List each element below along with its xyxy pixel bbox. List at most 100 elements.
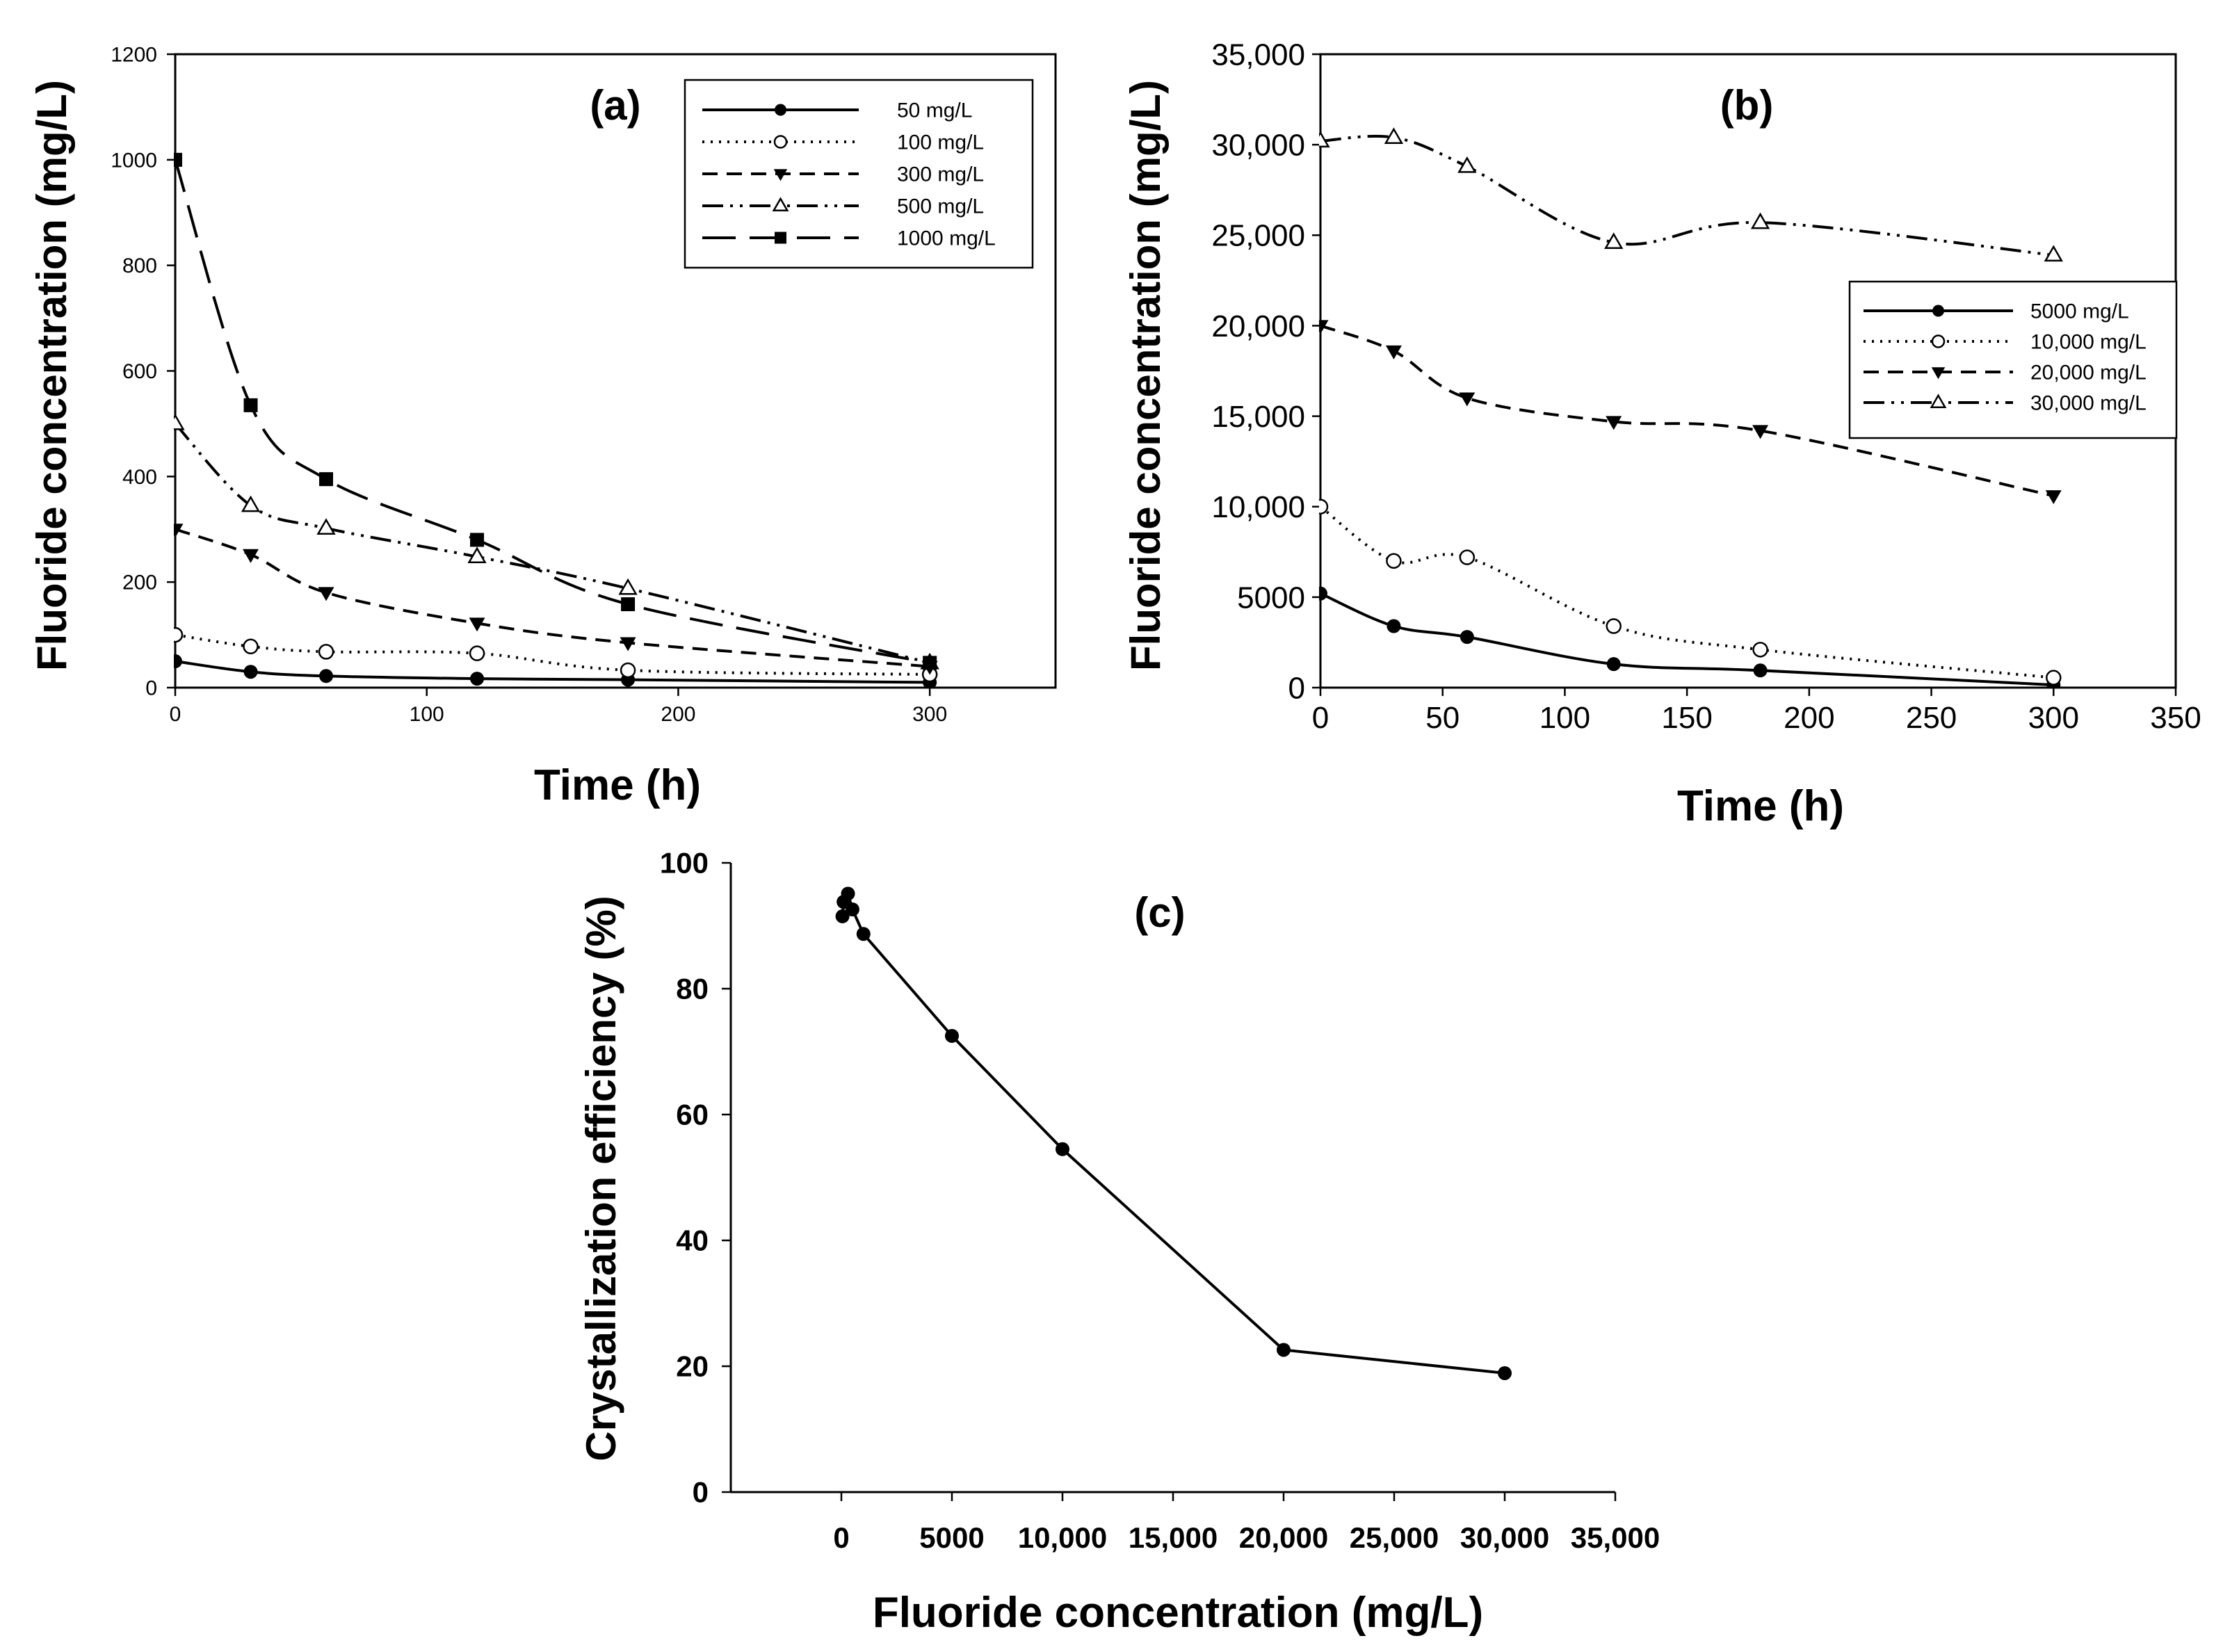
data-point: [1384, 127, 1404, 144]
series-line: [175, 660, 930, 684]
x-axis-title-b: Time (h): [1677, 782, 1844, 830]
x-axis-title-a: Time (h): [534, 761, 701, 809]
x-tick-label: 200: [1784, 701, 1834, 735]
data-point: [174, 654, 182, 669]
legend-label: 500 mg/L: [897, 195, 984, 218]
y-tick-label: 40: [676, 1224, 709, 1257]
panel-c: 0 5000 10,000 15,000 20,000 25,000 30,000 35,00…: [578, 847, 1660, 1637]
data-point: [1606, 618, 1622, 634]
legend-marker: [773, 135, 788, 149]
data-point: [856, 927, 871, 941]
x-tick-label: 300: [912, 703, 947, 726]
x-ticks-b: 0 50 100 150 200 250 300 350: [1312, 688, 2201, 735]
y-ticks-c: 0 20 40 60 80 100: [660, 847, 731, 1509]
data-point: [319, 472, 334, 487]
data-point: [1752, 642, 1768, 658]
data-point: [1752, 425, 1769, 439]
legend-items-b: 5000 mg/L 10,000 mg/L 20,000 mg/L 30,000 mg…: [1864, 300, 2147, 415]
data-point: [845, 902, 859, 916]
data-point: [1606, 416, 1622, 430]
y-tick-label: 25,000: [1211, 219, 1305, 253]
legend-marker: [772, 197, 789, 212]
data-point: [470, 533, 485, 547]
y-tick-label: 20,000: [1211, 309, 1305, 343]
x-tick-label: 200: [661, 703, 695, 726]
data-point: [1386, 553, 1402, 569]
data-point: [174, 626, 184, 643]
x-tick-label: 10,000: [1018, 1521, 1107, 1554]
series-c: [835, 886, 1512, 1380]
y-tick-label: 0: [145, 677, 157, 700]
y-ticks-a: 0 200 400 600 800 1000 1200: [111, 44, 175, 700]
legend-label: 30,000 mg/L: [2030, 392, 2147, 415]
y-tick-label: 35,000: [1211, 38, 1305, 72]
data-point: [1385, 345, 1402, 359]
y-ticks-b: 0 5000 10,000 15,000 20,000 25,000 30,000 35,00…: [1211, 38, 1320, 705]
legend-b: 5000 mg/L 10,000 mg/L 20,000 mg/L 30,000 mg…: [1848, 280, 2178, 439]
data-point: [318, 587, 334, 601]
legend-marker: [1931, 334, 1946, 348]
data-point: [1460, 630, 1474, 645]
x-tick-label: 50: [1425, 701, 1460, 735]
y-tick-label: 80: [676, 973, 709, 1005]
data-point: [945, 1028, 959, 1043]
legend-label: 300 mg/L: [897, 163, 984, 186]
data-point: [316, 518, 336, 535]
x-ticks-c: 0 5000 10,000 15,000 20,000 25,000 30,000 35,00…: [833, 1492, 1660, 1554]
data-point: [2044, 245, 2063, 262]
data-point: [174, 413, 185, 430]
series-line: [841, 890, 1505, 1375]
data-point: [1604, 232, 1624, 249]
data-point: [2046, 670, 2062, 686]
data-point: [243, 665, 258, 679]
y-tick-label: 20: [676, 1350, 709, 1383]
x-tick-label: 30,000: [1460, 1521, 1549, 1554]
y-axis-title-b: Fluoride concentration (mg/L): [1122, 80, 1169, 671]
panel-label-c: (c): [1134, 889, 1185, 936]
y-tick-label: 0: [693, 1476, 709, 1509]
x-tick-label: 300: [2028, 701, 2079, 735]
x-tick-label: 0: [1312, 701, 1329, 735]
series-line: [1319, 505, 2054, 679]
y-tick-label: 5000: [1237, 581, 1305, 615]
legend-marker: [775, 232, 786, 244]
y-tick-label: 0: [1288, 671, 1305, 705]
data-point: [319, 669, 334, 683]
x-tick-label: 5000: [919, 1521, 984, 1554]
x-tick-label: 0: [833, 1521, 849, 1554]
x-tick-label: 20,000: [1239, 1521, 1328, 1554]
data-point: [1319, 320, 1329, 334]
legend-label: 100 mg/L: [897, 131, 984, 154]
legend-marker: [775, 104, 786, 116]
data-point: [620, 637, 636, 651]
legend-marker: [1930, 394, 1947, 409]
legend-label: 20,000 mg/L: [2030, 362, 2147, 384]
panel-label-b: (b): [1720, 82, 1774, 129]
data-point: [1750, 212, 1770, 229]
data-point: [174, 524, 184, 538]
x-ticks-a: 0 100 200 300: [170, 688, 947, 726]
y-tick-label: 10,000: [1211, 490, 1305, 524]
series-b: [1319, 127, 2063, 688]
data-point: [469, 645, 485, 661]
data-point: [1319, 586, 1327, 601]
series-a: [174, 152, 939, 688]
data-point: [243, 638, 259, 655]
data-point: [1056, 1142, 1069, 1156]
data-point: [1319, 499, 1329, 515]
x-tick-label: 15,000: [1129, 1521, 1218, 1554]
x-tick-label: 100: [410, 703, 444, 726]
y-tick-label: 100: [660, 847, 709, 880]
x-tick-label: 100: [1539, 701, 1590, 735]
y-axis-title-a: Fluoride concentration (mg/L): [29, 80, 75, 671]
x-tick-label: 250: [1906, 701, 1957, 735]
data-point: [621, 597, 636, 612]
legend-marker: [773, 169, 788, 181]
y-tick-label: 200: [122, 572, 157, 594]
y-tick-label: 600: [122, 360, 157, 383]
data-point: [243, 549, 259, 563]
data-point: [1606, 657, 1621, 672]
data-point: [469, 617, 485, 632]
data-point: [174, 152, 182, 167]
data-point: [835, 909, 850, 923]
